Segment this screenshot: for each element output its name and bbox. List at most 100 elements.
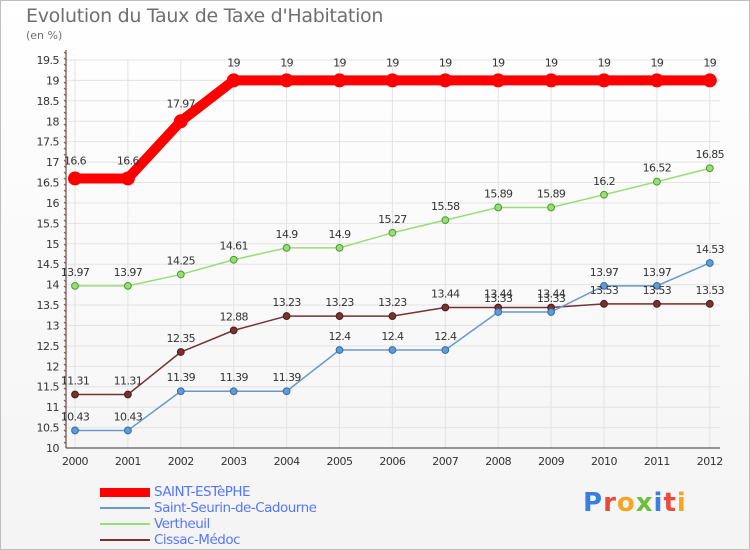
- legend-item-cissac-medoc[interactable]: Cissac-Médoc: [100, 532, 316, 548]
- data-point: [71, 390, 79, 399]
- data-label: 15.89: [537, 187, 566, 200]
- data-point: [705, 259, 714, 267]
- y-axis-tick-mark: [63, 165, 67, 169]
- y-axis-tick-mark: [63, 237, 67, 241]
- y-tick-label: 14: [46, 279, 59, 292]
- data-point: [385, 73, 400, 88]
- x-tick-label: 2010: [591, 455, 617, 468]
- y-axis-tick-mark: [63, 405, 67, 409]
- y-axis-tick-mark: [63, 309, 67, 313]
- y-tick-label: 12.5: [37, 340, 60, 353]
- y-axis-tick-mark: [63, 93, 67, 97]
- logo-letter: x: [635, 488, 654, 518]
- data-label: 15.58: [431, 200, 460, 213]
- y-axis-tick-mark: [63, 255, 67, 259]
- data-point: [438, 73, 453, 88]
- data-label: 13.97: [61, 266, 90, 279]
- data-point: [335, 243, 344, 252]
- axis-layer: 1010.51111.51212.51313.51414.51515.51616…: [37, 50, 723, 468]
- data-point: [600, 299, 608, 308]
- y-axis-tick-mark: [63, 189, 67, 193]
- data-label: 14.53: [696, 243, 725, 256]
- data-label: 14.9: [328, 228, 351, 241]
- y-axis-tick-mark: [63, 99, 67, 103]
- y-axis-tick-mark: [63, 207, 67, 211]
- data-point: [68, 171, 82, 186]
- legend-swatch: [100, 523, 150, 525]
- series-layer: [68, 73, 717, 435]
- y-axis-tick-mark: [63, 399, 67, 403]
- data-point: [388, 346, 397, 354]
- data-point: [705, 164, 714, 173]
- legend-item-vertheuil[interactable]: Vertheuil: [100, 516, 316, 532]
- data-label: 19: [650, 56, 663, 69]
- data-point: [335, 312, 344, 320]
- y-axis-tick-mark: [63, 135, 67, 139]
- data-label: 19: [280, 56, 293, 69]
- data-label: 13.44: [484, 288, 513, 301]
- data-label: 16.85: [696, 148, 725, 161]
- data-point: [544, 73, 559, 88]
- data-label: 13.23: [325, 296, 354, 309]
- y-tick-label: 16.5: [37, 177, 60, 190]
- data-label: 11.39: [272, 371, 301, 384]
- legend-item-saint-seurin-de-cadourne[interactable]: Saint-Seurin-de-Cadourne: [100, 500, 317, 516]
- data-point: [653, 299, 661, 308]
- y-tick-label: 15: [46, 238, 59, 251]
- data-label: 16.2: [593, 175, 615, 188]
- data-label: 11.31: [114, 374, 143, 387]
- data-label: 13.97: [114, 266, 143, 279]
- logo-letter: t: [663, 488, 677, 518]
- data-label: 15.89: [484, 187, 513, 200]
- data-point: [705, 299, 714, 308]
- y-tick-label: 13.5: [37, 299, 60, 312]
- y-axis-tick-mark: [63, 363, 67, 367]
- data-label: 13.33: [537, 292, 566, 305]
- data-point: [702, 73, 717, 88]
- data-point: [441, 303, 450, 312]
- data-point: [176, 348, 185, 356]
- data-label: 14.61: [219, 240, 248, 253]
- y-axis-tick-mark: [63, 357, 67, 361]
- data-point: [173, 114, 188, 129]
- y-axis-tick-mark: [63, 285, 67, 289]
- y-axis-tick-mark: [63, 387, 67, 391]
- data-point: [441, 346, 450, 354]
- data-label: 11.31: [61, 374, 90, 387]
- data-point: [597, 73, 611, 88]
- x-tick-label: 2004: [274, 455, 300, 468]
- data-label: 13.44: [431, 288, 460, 301]
- data-label: 16.52: [643, 162, 672, 175]
- y-tick-label: 16: [46, 197, 59, 210]
- y-axis-tick-mark: [63, 57, 67, 61]
- data-point: [335, 346, 344, 354]
- legend-item-saint-estephe[interactable]: SAINT-ESTèPHE: [100, 484, 316, 500]
- data-label: 13.53: [590, 284, 619, 297]
- y-axis-tick-mark: [63, 429, 67, 433]
- logo-letter: r: [603, 488, 617, 518]
- data-label: 13.53: [643, 284, 672, 297]
- data-point: [176, 387, 185, 396]
- y-axis-tick-mark: [63, 411, 67, 415]
- data-point: [547, 308, 555, 316]
- x-tick-label: 2005: [327, 455, 353, 468]
- data-label: 13.23: [378, 296, 407, 309]
- x-tick-label: 2000: [62, 455, 88, 468]
- data-label: 19: [598, 56, 611, 69]
- y-tick-label: 10: [46, 442, 59, 455]
- data-label: 19: [703, 56, 716, 69]
- data-label: 19: [227, 56, 240, 69]
- data-point: [71, 281, 79, 290]
- y-axis-tick-mark: [63, 201, 67, 205]
- y-axis-tick-mark: [63, 243, 67, 247]
- legend-label: Saint-Seurin-de-Cadourne: [154, 500, 317, 516]
- y-axis-tick-mark: [63, 291, 67, 295]
- data-label: 13.97: [643, 266, 672, 279]
- y-axis-tick-mark: [63, 129, 67, 133]
- chart-title: Evolution du Taux de Taxe d'Habitation: [26, 5, 384, 27]
- data-point: [279, 73, 294, 88]
- data-point: [229, 387, 238, 396]
- y-axis-tick-mark: [63, 351, 67, 355]
- data-point: [176, 270, 185, 279]
